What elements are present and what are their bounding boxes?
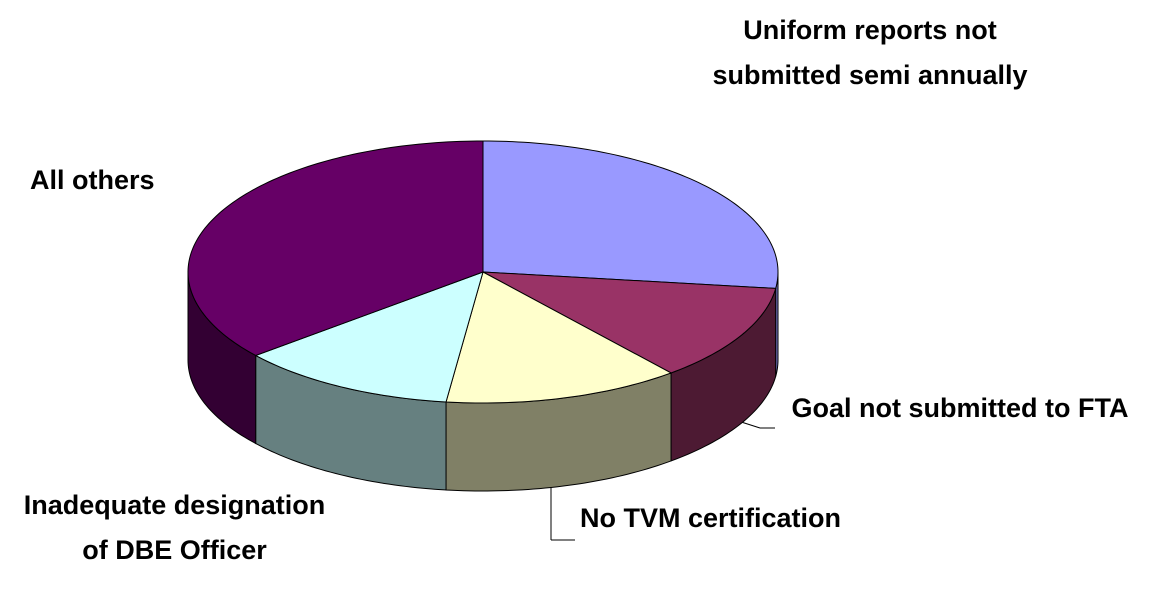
slice — [445, 271, 673, 404]
pie — [187, 140, 779, 492]
slice-label: No TVM certification — [580, 503, 842, 533]
slice — [254, 271, 484, 403]
slice-label: All others — [30, 165, 155, 195]
slice-label: Inadequate designation of DBE Officer — [23, 490, 326, 565]
slice — [482, 271, 777, 374]
slice — [482, 140, 779, 289]
slice-label: Uniform reports not submitted semi annua… — [712, 15, 1028, 90]
slice — [187, 140, 484, 357]
slice-label: Goal not submitted to FTA — [791, 393, 1129, 423]
